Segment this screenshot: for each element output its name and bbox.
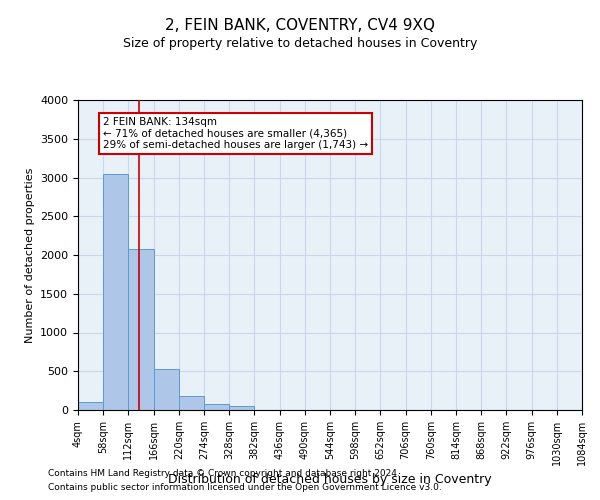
Bar (128, 249, 154, 410)
Bar (179, 396, 204, 410)
Bar (154, 370, 179, 410)
Text: 2 FEIN BANK: 134sqm
← 71% of detached houses are smaller (4,365)
29% of semi-det: 2 FEIN BANK: 134sqm ← 71% of detached ho… (103, 117, 368, 150)
Bar (229, 406, 254, 410)
Text: Contains HM Land Registry data © Crown copyright and database right 2024.: Contains HM Land Registry data © Crown c… (48, 468, 400, 477)
Text: Size of property relative to detached houses in Coventry: Size of property relative to detached ho… (123, 38, 477, 51)
Text: 2, FEIN BANK, COVENTRY, CV4 9XQ: 2, FEIN BANK, COVENTRY, CV4 9XQ (165, 18, 435, 32)
Bar (204, 404, 229, 410)
Text: Contains public sector information licensed under the Open Government Licence v3: Contains public sector information licen… (48, 484, 442, 492)
X-axis label: Distribution of detached houses by size in Coventry: Distribution of detached houses by size … (168, 474, 492, 486)
Bar (103, 174, 128, 410)
Bar (78, 402, 103, 410)
Y-axis label: Number of detached properties: Number of detached properties (25, 168, 35, 342)
